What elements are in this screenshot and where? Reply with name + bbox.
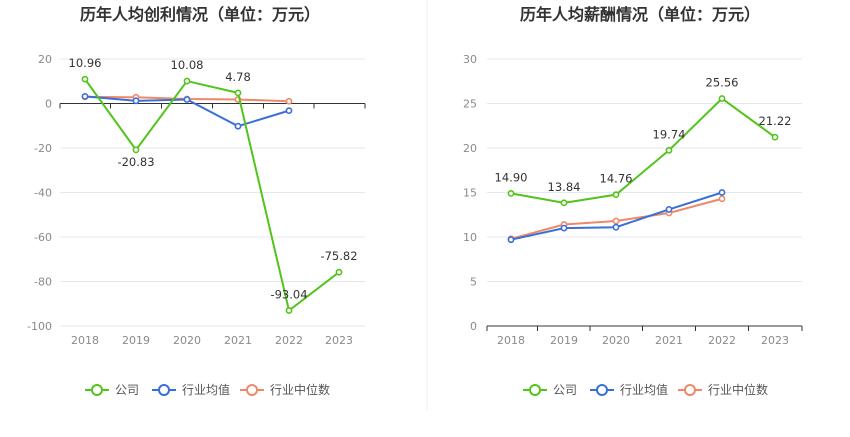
x-tick-label: 2023 bbox=[761, 334, 789, 347]
legend-item-company[interactable]: 公司 bbox=[85, 383, 139, 397]
y-tick-label: 30 bbox=[463, 53, 477, 66]
x-tick-label: 2022 bbox=[708, 334, 736, 347]
legend-label: 行业中位数 bbox=[708, 382, 768, 397]
data-label: 14.76 bbox=[600, 172, 633, 186]
data-point-company[interactable] bbox=[612, 191, 620, 199]
data-label: 21.22 bbox=[759, 114, 792, 128]
data-point-industry-avg[interactable] bbox=[183, 96, 191, 103]
y-tick-label: 20 bbox=[463, 142, 477, 155]
data-label: 25.56 bbox=[706, 76, 739, 90]
legend-item-company[interactable]: 公司 bbox=[523, 383, 577, 397]
data-label: 10.96 bbox=[69, 56, 102, 70]
x-tick-label: 2021 bbox=[655, 334, 683, 347]
data-point-company[interactable] bbox=[81, 75, 89, 83]
data-point-industry-avg[interactable] bbox=[718, 189, 726, 196]
y-tick-label: 10 bbox=[463, 231, 477, 244]
x-tick-label: 2022 bbox=[275, 334, 303, 347]
series-line-company bbox=[510, 97, 776, 204]
legend-marker bbox=[684, 384, 696, 396]
data-point-industry-avg[interactable] bbox=[81, 92, 89, 100]
data-point-industry-avg[interactable] bbox=[507, 236, 515, 244]
y-tick-label: 0 bbox=[45, 98, 52, 111]
y-tick-label: 15 bbox=[463, 187, 477, 200]
y-tick-label: -40 bbox=[34, 187, 52, 200]
chart-title-salary: 历年人均薪酬情况（单位：万元） bbox=[520, 5, 760, 24]
data-point-company[interactable] bbox=[285, 307, 293, 314]
legend-item-industry-avg[interactable]: 行业均值 bbox=[152, 382, 230, 397]
legend-marker bbox=[529, 384, 541, 396]
data-label: 19.74 bbox=[653, 127, 686, 141]
chart-title-profit: 历年人均创利情况（单位：万元） bbox=[80, 5, 320, 24]
data-label: 13.84 bbox=[548, 180, 581, 194]
legend-label: 公司 bbox=[553, 383, 577, 397]
data-point-company[interactable] bbox=[771, 133, 779, 141]
data-point-industry-median[interactable] bbox=[612, 217, 620, 225]
data-label: 10.08 bbox=[171, 58, 204, 72]
data-point-industry-median[interactable] bbox=[718, 195, 726, 203]
data-point-industry-avg[interactable] bbox=[234, 122, 242, 130]
data-point-industry-avg[interactable] bbox=[285, 107, 293, 115]
y-tick-label: -60 bbox=[34, 231, 52, 244]
data-label: -93.04 bbox=[270, 288, 307, 302]
legend-marker bbox=[246, 384, 258, 396]
profit-chart: 20 0 -20 -40 -60 -80 -100 2018 2019 2020 2021 2022 2… bbox=[27, 53, 366, 397]
x-tick-label: 2019 bbox=[550, 334, 578, 347]
y-tick-label: 5 bbox=[470, 276, 477, 289]
y-tick-label: -20 bbox=[34, 142, 52, 155]
x-tick-label: 2018 bbox=[497, 334, 525, 347]
data-point-company[interactable] bbox=[665, 146, 673, 154]
legend-marker bbox=[596, 384, 608, 396]
data-point-company[interactable] bbox=[234, 89, 242, 97]
data-label: 14.90 bbox=[495, 170, 528, 184]
x-tick-label: 2021 bbox=[224, 334, 252, 347]
data-point-industry-avg[interactable] bbox=[612, 223, 620, 231]
data-point-industry-median[interactable] bbox=[285, 97, 293, 105]
legend-item-industry-median[interactable]: 行业中位数 bbox=[678, 382, 768, 397]
x-tick-label: 2018 bbox=[71, 334, 99, 347]
series-line-company bbox=[84, 78, 340, 313]
legend-label: 公司 bbox=[115, 383, 139, 397]
y-tick-label: 25 bbox=[463, 98, 477, 111]
data-label: 4.78 bbox=[225, 70, 251, 84]
legend-label: 行业均值 bbox=[182, 382, 230, 397]
data-point-company[interactable] bbox=[507, 189, 515, 197]
data-point-industry-avg[interactable] bbox=[665, 206, 673, 213]
data-label: -75.82 bbox=[320, 249, 357, 263]
data-point-industry-avg[interactable] bbox=[132, 97, 140, 105]
y-tick-label: 20 bbox=[38, 53, 52, 66]
data-point-company[interactable] bbox=[183, 77, 191, 85]
y-tick-label: -100 bbox=[27, 320, 52, 333]
data-point-company[interactable] bbox=[718, 95, 726, 102]
legend-label: 行业中位数 bbox=[270, 382, 330, 397]
legend-marker bbox=[158, 384, 170, 396]
data-point-company[interactable] bbox=[560, 199, 568, 207]
x-tick-label: 2023 bbox=[325, 334, 353, 347]
legend-label: 行业均值 bbox=[620, 382, 668, 397]
data-point-industry-avg[interactable] bbox=[560, 224, 568, 232]
data-point-company[interactable] bbox=[335, 268, 343, 276]
salary-chart: 30 25 20 15 10 5 0 2018 2019 2020 2021 2022 2023 14.9… bbox=[463, 53, 803, 397]
x-tick-label: 2020 bbox=[602, 334, 630, 347]
data-label: -20.83 bbox=[117, 155, 154, 169]
legend-marker bbox=[91, 384, 103, 396]
y-tick-label: 0 bbox=[470, 320, 477, 333]
y-tick-label: -80 bbox=[34, 276, 52, 289]
legend-item-industry-median[interactable]: 行业中位数 bbox=[240, 382, 330, 397]
legend-item-industry-avg[interactable]: 行业均值 bbox=[590, 382, 668, 397]
x-tick-label: 2020 bbox=[173, 334, 201, 347]
data-point-company[interactable] bbox=[132, 146, 140, 154]
x-tick-label: 2019 bbox=[122, 334, 150, 347]
